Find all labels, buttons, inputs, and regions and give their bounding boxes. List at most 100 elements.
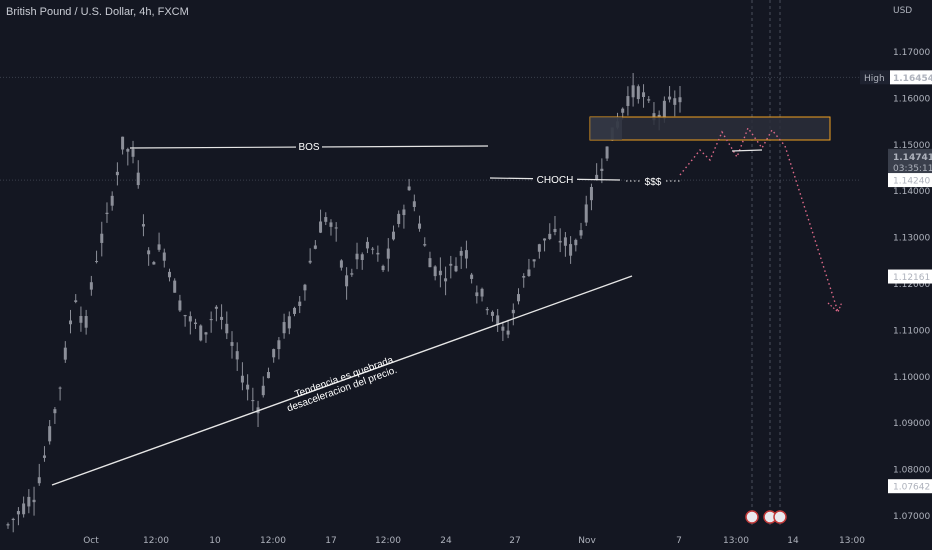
candle-body — [194, 322, 198, 325]
candle-body — [167, 271, 171, 278]
candle-body — [459, 250, 463, 256]
candle-body — [412, 201, 416, 207]
y-axis-tick-label: 1.10000 — [893, 373, 930, 383]
high-value-bg — [890, 70, 932, 85]
candle-body — [423, 244, 427, 246]
candle-body — [121, 136, 125, 150]
countdown-value: 03:35:11 — [893, 164, 932, 174]
candle-body — [115, 171, 119, 176]
candle-body — [235, 351, 239, 360]
candle-body — [490, 311, 494, 316]
candle-body — [32, 499, 36, 503]
candle-body — [293, 307, 297, 314]
candle-body — [204, 332, 208, 335]
x-axis-tick-label: 13:00 — [839, 536, 865, 546]
candle-body — [397, 213, 401, 224]
candle-body — [506, 330, 510, 335]
x-axis-tick-label: 24 — [440, 536, 452, 546]
candle-body — [220, 316, 224, 320]
candle-body — [553, 228, 557, 233]
x-axis-tick-label: 14 — [787, 536, 799, 546]
chart-title: British Pound / U.S. Dollar, 4h, FXCM — [6, 6, 189, 18]
candle-body — [27, 496, 31, 507]
candle-body — [74, 300, 78, 302]
candle-body — [251, 400, 255, 402]
candle-body — [574, 239, 578, 246]
candle-body — [287, 316, 291, 329]
x-axis-tick-label: 12:00 — [260, 536, 286, 546]
liquidity-label: $$$ — [645, 177, 662, 188]
candle-body — [402, 209, 406, 216]
price-label: 1.12161 — [893, 273, 930, 283]
candle-body — [22, 503, 26, 515]
y-axis-currency-label: USD — [893, 6, 912, 16]
candle-body — [162, 252, 166, 261]
candle-body — [225, 323, 229, 334]
candle-body — [89, 282, 93, 290]
candle-body — [334, 227, 338, 229]
candle-body — [563, 237, 567, 246]
candle-body — [79, 316, 83, 323]
candle-body — [381, 265, 385, 271]
bos-label-bg — [296, 140, 322, 154]
candle-body — [605, 146, 609, 159]
candle-body — [136, 172, 140, 186]
high-label: High — [864, 74, 885, 84]
candle-body — [433, 266, 437, 277]
candle-body — [678, 97, 682, 103]
candle-body — [527, 269, 531, 276]
candle-body — [58, 387, 62, 389]
candle-body — [313, 245, 317, 249]
candle-body — [147, 250, 151, 255]
candle-body — [584, 204, 588, 223]
candle-body — [657, 114, 661, 118]
candle-body — [324, 217, 328, 222]
economic-event-icon[interactable] — [773, 510, 787, 524]
candle-body — [188, 316, 192, 322]
candle-body — [548, 233, 552, 239]
candle-body — [214, 306, 218, 309]
y-axis-tick-label: 1.09000 — [893, 419, 930, 429]
candle-body — [511, 309, 515, 314]
price-label: 1.07642 — [893, 483, 930, 493]
candle-body — [152, 262, 156, 265]
candle-body — [626, 96, 630, 106]
current-price-bg — [888, 148, 932, 175]
current-price-value: 1.14741 — [893, 153, 932, 163]
candle-body — [391, 231, 395, 240]
x-axis-tick-label: 13:00 — [723, 536, 749, 546]
candle-body — [636, 86, 640, 100]
y-axis-tick-label: 1.17000 — [893, 48, 930, 58]
candle-body — [475, 292, 479, 297]
candle-body — [63, 347, 67, 360]
y-axis-tick-label: 1.07000 — [893, 512, 930, 522]
candle-body — [329, 222, 333, 227]
candle-body — [600, 168, 604, 172]
candle-body — [543, 238, 547, 241]
x-axis-tick-label: 12:00 — [375, 536, 401, 546]
candle-body — [517, 294, 521, 302]
candle-body — [110, 195, 114, 206]
candle-body — [371, 248, 375, 250]
candle-body — [537, 244, 541, 252]
candle-body — [454, 265, 458, 272]
economic-event-icon[interactable] — [745, 510, 759, 524]
candle-body — [272, 349, 276, 358]
candle-body — [647, 99, 651, 101]
x-axis-tick-label: Oct — [83, 536, 99, 546]
candle-body — [569, 244, 573, 256]
price-label-bg — [888, 269, 932, 284]
candle-body — [386, 248, 390, 259]
candle-body — [376, 252, 380, 255]
y-axis-tick-label: 1.16000 — [893, 94, 930, 104]
candle-body — [428, 258, 432, 268]
candle-body — [178, 300, 182, 311]
price-label-bg — [888, 173, 932, 188]
candle-body — [209, 319, 213, 321]
candle-body — [6, 524, 10, 526]
candle-body — [53, 409, 57, 414]
price-label-bg — [888, 479, 932, 494]
y-axis-tick-label: 1.13000 — [893, 234, 930, 244]
